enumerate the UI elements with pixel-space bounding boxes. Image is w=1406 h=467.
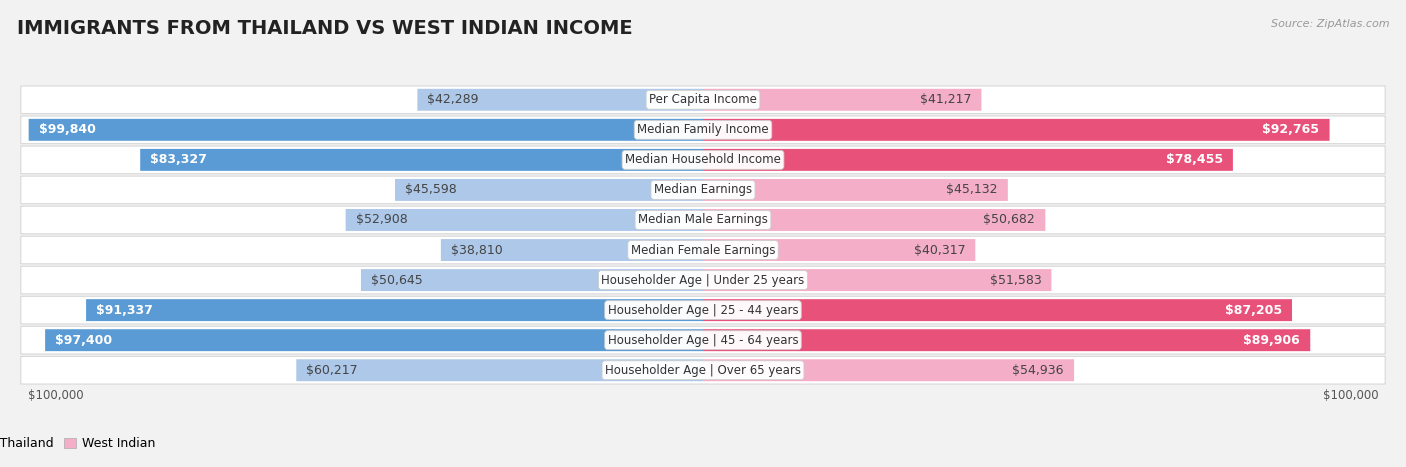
FancyBboxPatch shape: [141, 149, 703, 171]
Text: $52,908: $52,908: [356, 213, 408, 226]
Text: $45,598: $45,598: [405, 184, 457, 197]
FancyBboxPatch shape: [346, 209, 703, 231]
FancyBboxPatch shape: [703, 269, 1052, 291]
FancyBboxPatch shape: [703, 239, 976, 261]
Text: $83,327: $83,327: [150, 153, 207, 166]
FancyBboxPatch shape: [21, 266, 1385, 294]
Text: Per Capita Income: Per Capita Income: [650, 93, 756, 106]
FancyBboxPatch shape: [21, 326, 1385, 354]
FancyBboxPatch shape: [703, 299, 1292, 321]
Text: $89,906: $89,906: [1243, 334, 1301, 347]
Text: Median Household Income: Median Household Income: [626, 153, 780, 166]
FancyBboxPatch shape: [297, 359, 703, 381]
Text: $78,455: $78,455: [1166, 153, 1223, 166]
FancyBboxPatch shape: [703, 119, 1330, 141]
FancyBboxPatch shape: [703, 329, 1310, 351]
FancyBboxPatch shape: [21, 356, 1385, 384]
FancyBboxPatch shape: [703, 179, 1008, 201]
FancyBboxPatch shape: [21, 146, 1385, 174]
FancyBboxPatch shape: [361, 269, 703, 291]
Text: $97,400: $97,400: [55, 334, 112, 347]
Text: Householder Age | 45 - 64 years: Householder Age | 45 - 64 years: [607, 334, 799, 347]
FancyBboxPatch shape: [441, 239, 703, 261]
FancyBboxPatch shape: [21, 206, 1385, 234]
Text: Median Female Earnings: Median Female Earnings: [631, 243, 775, 256]
FancyBboxPatch shape: [418, 89, 703, 111]
Text: Householder Age | 25 - 44 years: Householder Age | 25 - 44 years: [607, 304, 799, 317]
FancyBboxPatch shape: [86, 299, 703, 321]
Legend: Immigrants from Thailand, West Indian: Immigrants from Thailand, West Indian: [0, 432, 160, 455]
Text: $54,936: $54,936: [1012, 364, 1064, 377]
FancyBboxPatch shape: [703, 89, 981, 111]
FancyBboxPatch shape: [45, 329, 703, 351]
FancyBboxPatch shape: [395, 179, 703, 201]
FancyBboxPatch shape: [703, 209, 1045, 231]
Text: Source: ZipAtlas.com: Source: ZipAtlas.com: [1271, 19, 1389, 28]
FancyBboxPatch shape: [703, 149, 1233, 171]
Text: $60,217: $60,217: [307, 364, 359, 377]
FancyBboxPatch shape: [21, 86, 1385, 113]
Text: $100,000: $100,000: [1323, 389, 1378, 402]
Text: $92,765: $92,765: [1263, 123, 1319, 136]
Text: $51,583: $51,583: [990, 274, 1042, 287]
FancyBboxPatch shape: [21, 236, 1385, 264]
Text: $87,205: $87,205: [1225, 304, 1282, 317]
Text: $41,217: $41,217: [920, 93, 972, 106]
Text: $91,337: $91,337: [96, 304, 153, 317]
Text: $40,317: $40,317: [914, 243, 965, 256]
FancyBboxPatch shape: [28, 119, 703, 141]
Text: $38,810: $38,810: [451, 243, 503, 256]
Text: Householder Age | Under 25 years: Householder Age | Under 25 years: [602, 274, 804, 287]
Text: $100,000: $100,000: [28, 389, 83, 402]
Text: Median Family Income: Median Family Income: [637, 123, 769, 136]
Text: $45,132: $45,132: [946, 184, 998, 197]
Text: IMMIGRANTS FROM THAILAND VS WEST INDIAN INCOME: IMMIGRANTS FROM THAILAND VS WEST INDIAN …: [17, 19, 633, 38]
FancyBboxPatch shape: [21, 116, 1385, 144]
Text: Householder Age | Over 65 years: Householder Age | Over 65 years: [605, 364, 801, 377]
FancyBboxPatch shape: [21, 296, 1385, 324]
Text: $50,682: $50,682: [983, 213, 1035, 226]
Text: $99,840: $99,840: [39, 123, 96, 136]
FancyBboxPatch shape: [21, 176, 1385, 204]
FancyBboxPatch shape: [703, 359, 1074, 381]
Text: Median Male Earnings: Median Male Earnings: [638, 213, 768, 226]
Text: $50,645: $50,645: [371, 274, 423, 287]
Text: $42,289: $42,289: [427, 93, 479, 106]
Text: Median Earnings: Median Earnings: [654, 184, 752, 197]
